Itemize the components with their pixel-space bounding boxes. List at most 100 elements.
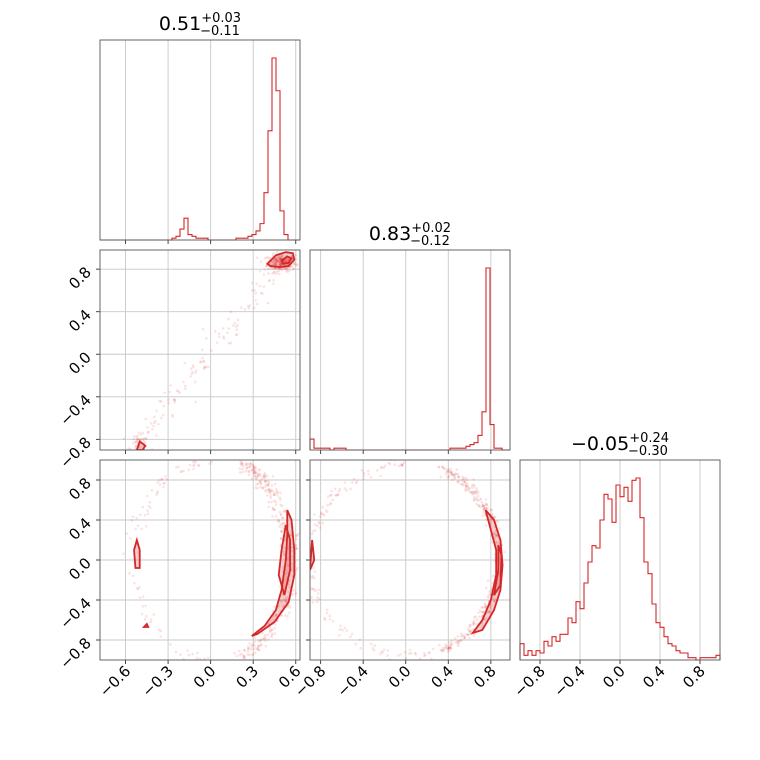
sample-point xyxy=(334,493,338,497)
sample-point xyxy=(274,500,277,504)
sample-point xyxy=(132,435,136,438)
sample-point xyxy=(138,455,141,458)
sample-point xyxy=(271,252,275,255)
sample-point xyxy=(444,645,448,649)
sample-point xyxy=(261,476,265,479)
sample-point xyxy=(328,614,331,618)
sample-point xyxy=(196,463,200,467)
sample-point xyxy=(239,460,242,462)
sample-point xyxy=(337,489,341,493)
sample-point xyxy=(293,262,297,266)
sample-point xyxy=(475,498,479,501)
sample-point xyxy=(146,509,149,513)
sample-point xyxy=(443,467,447,471)
sample-point xyxy=(280,255,284,259)
sample-point xyxy=(271,490,275,493)
sample-point xyxy=(279,599,282,602)
sample-point xyxy=(221,327,225,330)
sample-point xyxy=(258,468,262,471)
sample-point xyxy=(313,570,317,573)
sample-point xyxy=(136,434,140,437)
sample-point xyxy=(277,256,281,260)
sample-point xyxy=(321,521,325,525)
sample-point xyxy=(459,639,463,642)
sample-point xyxy=(162,485,165,489)
sample-point xyxy=(476,494,480,498)
sample-point xyxy=(316,596,319,599)
sample-point xyxy=(447,647,450,650)
density-contour xyxy=(280,255,293,265)
sample-point xyxy=(280,267,283,271)
sample-point xyxy=(254,291,258,295)
sample-point xyxy=(266,484,270,488)
sample-point xyxy=(144,614,148,618)
density-panel xyxy=(310,460,506,660)
histogram-step-line xyxy=(519,477,721,661)
sample-point xyxy=(158,628,161,632)
sample-point xyxy=(285,270,288,273)
sample-point xyxy=(272,262,276,266)
sample-point xyxy=(465,478,469,482)
sample-point xyxy=(462,637,466,640)
sample-point xyxy=(343,626,347,630)
sample-point xyxy=(317,588,320,592)
sample-point xyxy=(162,413,165,417)
sample-point xyxy=(173,400,177,404)
sample-point xyxy=(466,628,470,631)
sample-point xyxy=(247,647,250,651)
x-tick-label: 0.0 xyxy=(190,662,220,692)
sample-point xyxy=(483,602,487,605)
sample-point xyxy=(486,579,490,582)
sample-point xyxy=(461,483,465,487)
sample-point xyxy=(453,477,456,480)
sample-point xyxy=(463,480,467,484)
sample-point xyxy=(159,635,162,638)
sample-point xyxy=(451,473,454,476)
sample-point xyxy=(267,488,270,492)
sample-point xyxy=(275,270,279,274)
grid-lines xyxy=(100,250,300,450)
sample-point xyxy=(471,623,475,627)
sample-point xyxy=(150,448,154,450)
sample-point xyxy=(266,301,270,305)
sample-point xyxy=(485,506,489,510)
sample-point xyxy=(150,422,153,425)
sample-point xyxy=(263,485,267,489)
sample-point xyxy=(152,424,155,428)
sample-point xyxy=(272,270,276,274)
sample-point xyxy=(479,497,483,500)
sample-point xyxy=(493,600,496,603)
sample-point xyxy=(379,466,383,470)
sample-point xyxy=(444,646,447,650)
density-contour xyxy=(251,509,296,637)
sample-point xyxy=(381,651,384,654)
sample-point xyxy=(183,384,187,388)
sample-point xyxy=(382,466,386,470)
grid-lines xyxy=(100,460,300,660)
sample-point xyxy=(136,551,139,554)
sample-point xyxy=(292,589,295,592)
sample-point xyxy=(343,487,347,490)
sample-point xyxy=(295,568,298,572)
sample-point xyxy=(272,493,276,497)
sample-point xyxy=(367,472,370,476)
sample-point xyxy=(468,623,472,627)
sample-point xyxy=(274,613,278,616)
sample-point xyxy=(259,485,262,489)
sample-point xyxy=(247,306,251,310)
sample-point xyxy=(469,630,472,634)
sample-point xyxy=(274,613,278,617)
sample-point xyxy=(179,653,182,657)
sample-point xyxy=(125,532,129,535)
sample-point xyxy=(234,325,238,328)
sample-point xyxy=(294,544,298,547)
sample-point xyxy=(261,486,265,490)
sample-point xyxy=(494,532,497,536)
sample-point xyxy=(279,261,282,265)
sample-point xyxy=(286,563,290,567)
sample-point xyxy=(272,508,276,512)
sample-point xyxy=(271,267,275,270)
sample-point xyxy=(468,490,472,494)
sample-point xyxy=(187,653,191,657)
sample-point xyxy=(262,474,266,478)
